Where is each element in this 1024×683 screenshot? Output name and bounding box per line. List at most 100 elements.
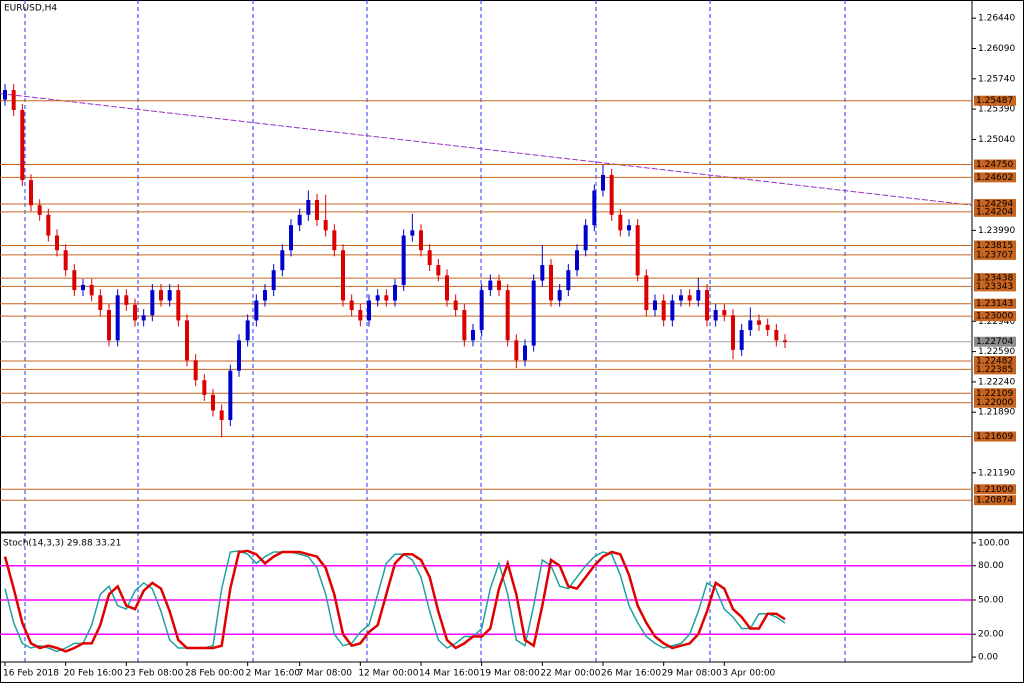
price-level-box [974, 495, 1016, 506]
candle-body [601, 174, 605, 191]
candle-body [471, 329, 475, 341]
candle-body [549, 265, 553, 301]
price-level-box [974, 298, 1016, 309]
candle-body [514, 340, 519, 361]
price-level-label: 1.24602 [976, 173, 1013, 183]
candle-body [384, 295, 389, 301]
candle-body [722, 310, 727, 316]
price-level-box [974, 273, 1016, 284]
candle-body [37, 205, 42, 215]
candle-body [81, 284, 85, 291]
y-tick-label: 20.00 [978, 630, 1004, 640]
candle-body [644, 275, 649, 311]
price-level-box [974, 206, 1016, 217]
candle-body [98, 295, 103, 311]
candle-body [297, 214, 302, 226]
candle-body [687, 295, 692, 301]
price-level-box [974, 199, 1016, 210]
x-tick-label: 19 Mar 08:00 [480, 669, 540, 679]
candle-body [523, 345, 527, 361]
candle-body [245, 320, 250, 341]
price-level-label: 1.22482 [976, 356, 1013, 366]
candle-body [783, 340, 787, 343]
price-level-box [974, 484, 1016, 495]
candle-body [375, 295, 380, 301]
candle-body [46, 214, 51, 236]
candle-body [367, 300, 371, 321]
x-tick-label: 12 Mar 00:00 [358, 669, 418, 679]
candle-body [193, 360, 198, 381]
candle-body [202, 380, 207, 395]
x-tick-label: 2 Mar 16:00 [246, 669, 301, 679]
candle-body [349, 300, 354, 311]
price-level-box [974, 240, 1016, 251]
candle-body [63, 250, 68, 271]
candle-body [176, 290, 181, 321]
oscillator-line [3, 549, 786, 653]
candle-body [462, 310, 467, 341]
candle-body [679, 295, 683, 301]
price-level-label: 1.20874 [976, 496, 1013, 506]
x-tick-label: 3 Apr 00:00 [722, 669, 775, 679]
candle-body [401, 235, 406, 285]
candle-body [774, 329, 779, 341]
candle-body [55, 235, 59, 251]
candle-body [3, 90, 7, 100]
price-level-label: 1.21609 [976, 432, 1013, 442]
y-tick-label: 50.00 [978, 595, 1004, 605]
candle-body [72, 270, 77, 291]
candle-body [765, 324, 770, 330]
candle-body [696, 290, 701, 301]
candle-body [410, 230, 415, 236]
price-level-label: 1.24294 [976, 200, 1013, 210]
price-level-box [974, 364, 1016, 375]
candle-body [661, 300, 666, 321]
candle-body [124, 295, 129, 305]
candle-body [263, 290, 267, 301]
candle-body [757, 320, 761, 325]
price-level-box [974, 397, 1016, 408]
candle-body [557, 290, 562, 301]
price-level-label: 1.23707 [976, 250, 1013, 260]
candle-body [453, 300, 458, 311]
candle-body [583, 225, 588, 251]
candle-body [627, 225, 631, 231]
candle-body [141, 315, 146, 321]
price-level-box [974, 159, 1016, 170]
candle-body [479, 290, 484, 330]
y-tick-label: 1.22590 [978, 347, 1015, 357]
candle-body [133, 304, 137, 321]
x-tick-label: 29 Mar 08:00 [662, 669, 722, 679]
y-tick-label: 1.26090 [978, 44, 1015, 54]
candle-body [540, 265, 545, 281]
candle-body [341, 250, 345, 301]
x-tick-label: 14 Mar 16:00 [419, 669, 479, 679]
candle-body [107, 310, 111, 341]
candle-body [427, 250, 432, 265]
candle-body [393, 284, 397, 301]
y-tick-label: 80.00 [978, 561, 1004, 571]
candle-body [20, 109, 25, 181]
candle-body [575, 250, 579, 271]
current-price-label: 1.22704 [976, 337, 1013, 347]
price-level-box [974, 172, 1016, 183]
current-price-box [974, 336, 1016, 347]
price-level-box [974, 249, 1016, 260]
y-tick-label: 1.25040 [978, 135, 1015, 145]
x-tick-label: 22 Mar 00:00 [540, 669, 600, 679]
candle-body [11, 90, 16, 110]
price-level-label: 1.22000 [976, 398, 1013, 408]
candle-body [228, 370, 233, 421]
price-level-label: 1.23815 [976, 241, 1013, 251]
candle-body [89, 284, 94, 296]
chart-title: EURUSD,H4 [4, 4, 57, 14]
y-tick-label: 1.25740 [978, 74, 1015, 84]
price-level-label: 1.22109 [976, 389, 1013, 399]
candle-body [705, 290, 709, 321]
candle-body [419, 230, 423, 251]
y-tick-label: 1.21890 [978, 408, 1015, 418]
price-level-box [974, 388, 1016, 399]
candle-body [445, 275, 449, 301]
y-tick-label: 1.21190 [978, 468, 1015, 478]
